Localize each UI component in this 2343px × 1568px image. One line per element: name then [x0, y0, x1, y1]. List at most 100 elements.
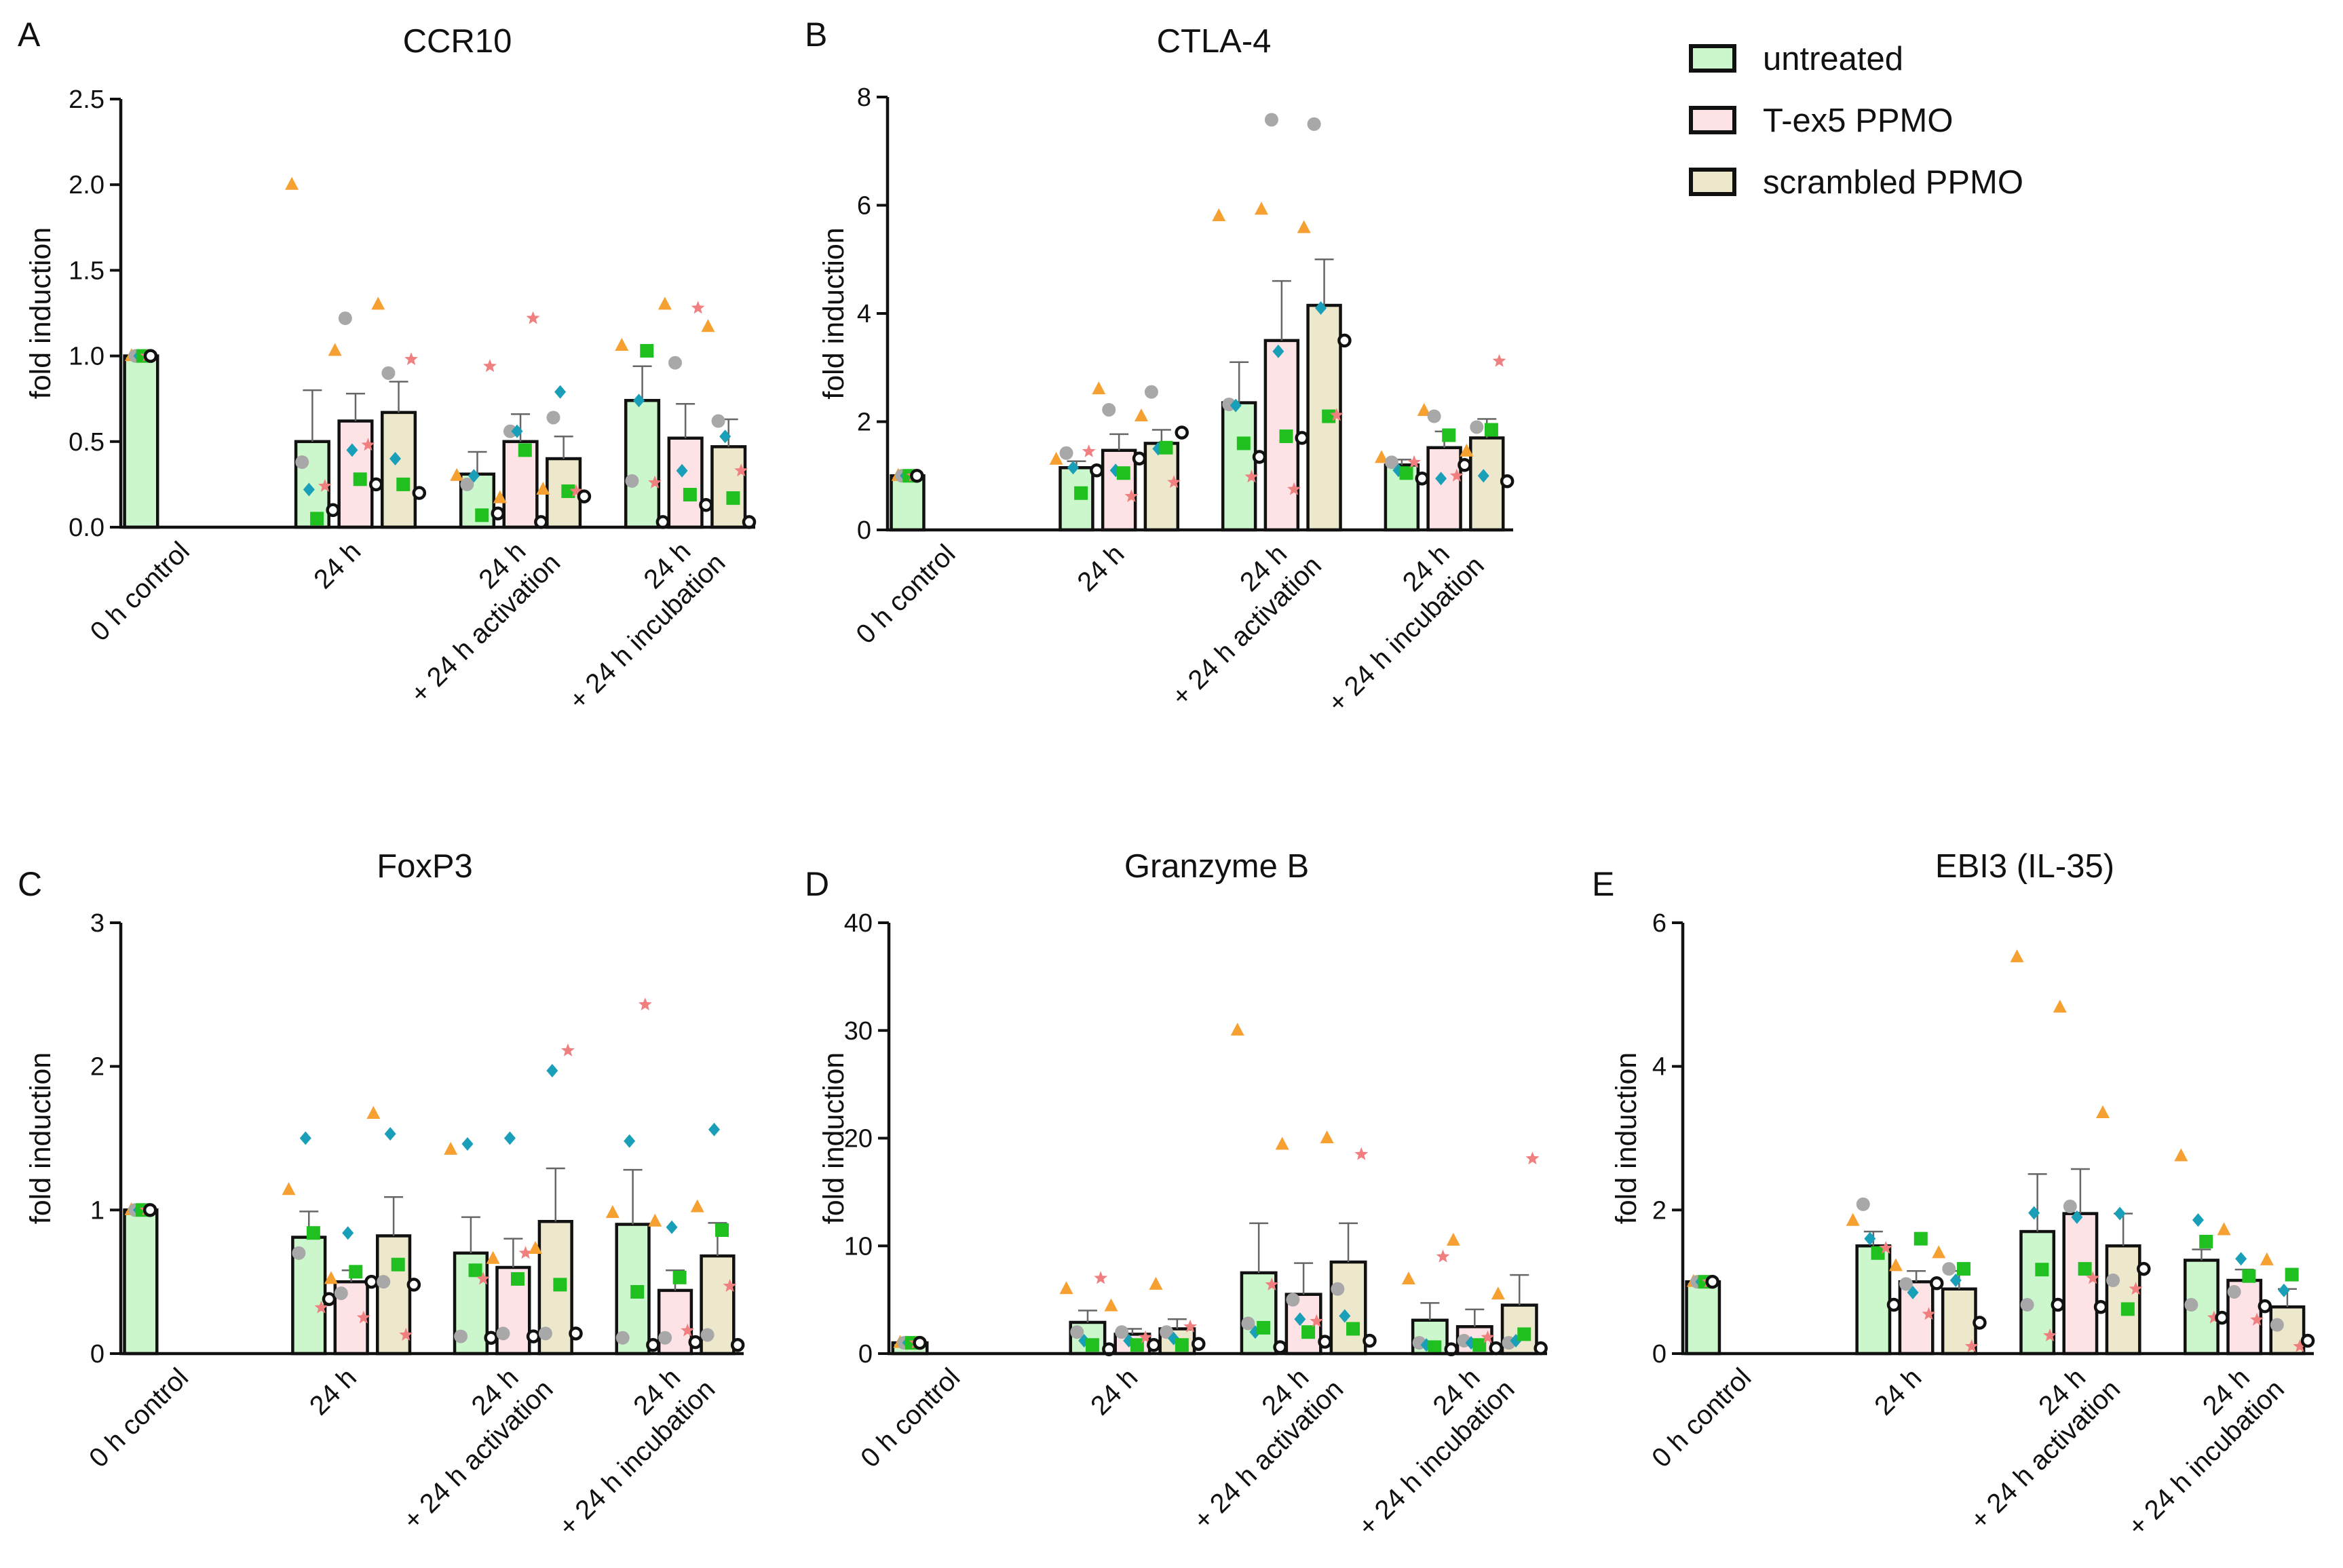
data-point-green-square — [1257, 1320, 1271, 1335]
data-point-open-circle — [1295, 431, 1309, 445]
data-point-grey-circle — [1059, 446, 1073, 460]
data-point-open-circle — [1337, 333, 1352, 348]
bar — [123, 1208, 159, 1356]
bar-group — [1685, 1274, 1721, 1356]
data-point-grey-circle — [454, 1329, 468, 1343]
y-axis-label: fold induction — [1610, 1052, 1643, 1224]
data-point-orange-triangle — [658, 297, 672, 310]
bar-group — [1212, 208, 1267, 532]
y-tick-label: 2.5 — [69, 85, 104, 114]
panel-letter: C — [18, 865, 42, 903]
legend-swatch — [1689, 106, 1736, 134]
data-point-open-circle — [910, 469, 924, 483]
data-point-open-circle — [1318, 1335, 1332, 1349]
bar-group — [1460, 353, 1515, 532]
panels: A CCR10 fold induction 0.0 0.5 1.0 1.5 2.0 2.5 0 … — [18, 16, 2315, 1542]
data-point-orange-triangle — [1401, 1271, 1415, 1284]
data-point-orange-triangle — [1092, 381, 1106, 395]
data-point-orange-triangle — [2010, 949, 2024, 963]
data-point-blue-diamond — [1435, 472, 1447, 486]
x-group-label: 24 h+ 24 h activation — [381, 524, 566, 709]
data-point-green-square — [2242, 1269, 2256, 1283]
data-point-open-circle — [1458, 458, 1472, 472]
data-point-pink-star — [314, 1300, 328, 1314]
y-tick-label: 10 — [844, 1232, 873, 1261]
bar — [624, 398, 661, 529]
data-point-green-square — [1957, 1262, 1971, 1276]
x-group-label: 0 h control — [855, 1362, 966, 1473]
legend-label: T-ex5 PPMO — [1763, 102, 1953, 139]
data-point-green-square — [1159, 440, 1173, 455]
data-point-green-square — [1301, 1325, 1316, 1339]
legend-label: untreated — [1763, 41, 1903, 77]
bar — [123, 354, 159, 529]
data-point-open-circle — [326, 503, 340, 518]
data-point-open-circle — [368, 477, 383, 492]
data-point-pink-star — [1139, 1330, 1153, 1343]
legend-label: scrambled PPMO — [1763, 164, 2023, 201]
legend-entry: untreated — [1689, 41, 1903, 77]
data-point-orange-triangle — [1888, 1258, 1903, 1271]
data-point-blue-diamond — [546, 1064, 558, 1078]
data-point-grey-circle — [503, 424, 517, 438]
bar-group — [2096, 1105, 2151, 1356]
x-group-label-line: 0 h control — [83, 1362, 194, 1473]
panel-letter: B — [805, 16, 827, 54]
data-point-green-square — [1175, 1338, 1189, 1352]
legend-swatch — [1689, 44, 1736, 73]
data-point-orange-triangle — [1059, 1281, 1073, 1295]
bar-group — [1491, 1151, 1548, 1356]
x-group-label: 24 h — [1085, 1362, 1143, 1421]
legend-entry: scrambled PPMO — [1689, 164, 2023, 201]
y-tick-label: 6 — [857, 192, 871, 221]
data-point-pink-star — [1265, 1277, 1279, 1290]
data-point-orange-triangle — [1049, 451, 1063, 465]
bar — [1855, 1244, 1892, 1356]
y-tick-label: 3 — [90, 909, 104, 938]
data-point-pink-star — [2207, 1310, 2221, 1324]
x-group-label: 24 h+ 24 h incubation — [1299, 527, 1490, 718]
data-point-blue-diamond — [503, 1131, 516, 1145]
y-tick-label: 0 — [857, 516, 871, 545]
data-point-orange-triangle — [1104, 1298, 1118, 1312]
data-point-grey-circle — [1427, 409, 1441, 423]
x-group-label: 0 h control — [1646, 1362, 1757, 1473]
data-point-grey-circle — [625, 474, 639, 488]
data-point-pink-star — [723, 1279, 737, 1292]
data-point-pink-star — [361, 438, 375, 451]
data-point-orange-triangle — [2174, 1148, 2188, 1162]
data-point-orange-triangle — [605, 1205, 620, 1219]
data-point-grey-circle — [2184, 1298, 2198, 1312]
data-point-open-circle — [1415, 471, 1430, 486]
data-point-pink-star — [2250, 1312, 2264, 1326]
chart-title: CTLA-4 — [1157, 23, 1272, 60]
data-point-open-circle — [699, 497, 713, 512]
data-point-pink-star — [1310, 1314, 1324, 1327]
y-tick-label: 40 — [844, 909, 873, 938]
data-point-open-circle — [577, 489, 592, 503]
data-point-orange-triangle — [1932, 1245, 1946, 1259]
data-point-orange-triangle — [1460, 443, 1474, 457]
data-point-green-square — [353, 472, 367, 486]
data-point-pink-star — [1167, 475, 1181, 489]
data-point-green-square — [2120, 1302, 2135, 1316]
y-tick-label: 2 — [857, 408, 871, 437]
data-point-orange-triangle — [2217, 1222, 2231, 1236]
data-point-grey-circle — [1331, 1282, 1345, 1296]
bar-group — [123, 1202, 159, 1356]
x-group-label: 24 h — [1071, 539, 1130, 597]
data-point-open-circle — [569, 1326, 583, 1341]
data-point-grey-circle — [1264, 113, 1278, 127]
data-point-open-circle — [484, 1331, 498, 1345]
x-group-label: 24 h+ 24 h activation — [375, 1351, 559, 1535]
data-point-pink-star — [1082, 444, 1096, 457]
bar — [1101, 448, 1137, 532]
y-axis-label: fold induction — [818, 227, 850, 399]
data-point-green-square — [468, 1263, 482, 1278]
data-point-grey-circle — [658, 1331, 672, 1345]
data-point-open-circle — [1363, 1333, 1377, 1348]
chart-panel-d: D Granzyme B fold induction 0 10 20 30 40 0 h co… — [805, 848, 1548, 1542]
x-group-label: 0 h control — [83, 1362, 194, 1473]
data-point-green-square — [518, 443, 532, 457]
bar-group — [366, 1106, 421, 1356]
